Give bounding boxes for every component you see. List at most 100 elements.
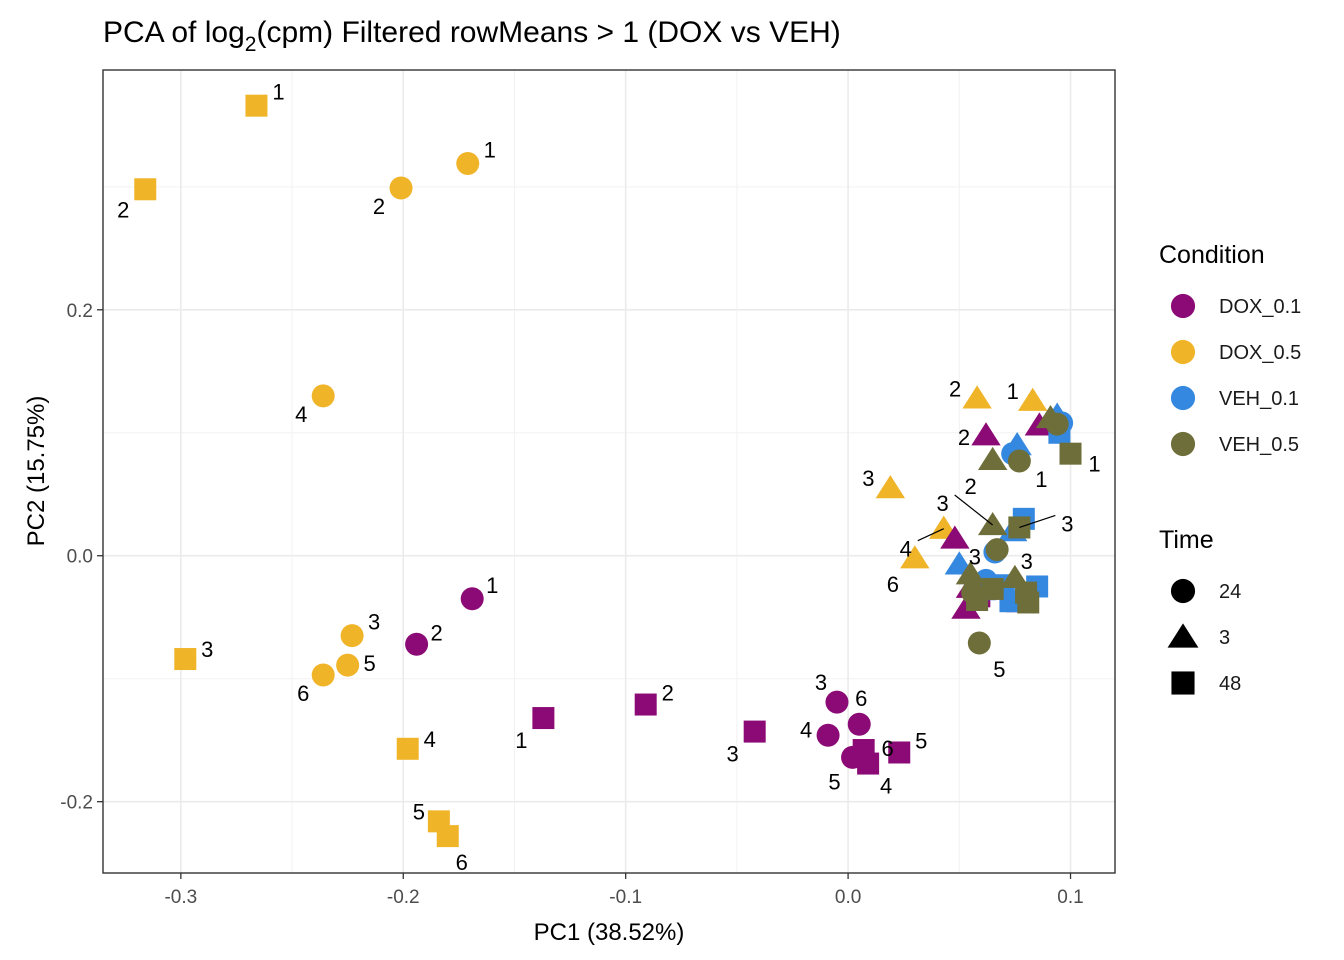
point-label: 4 (295, 402, 307, 427)
data-point (405, 632, 429, 656)
grid-minor (103, 70, 1115, 873)
point-label: 1 (1035, 467, 1047, 492)
point-label: 3 (815, 670, 827, 695)
point-label: 2 (117, 197, 129, 222)
chart-title: PCA of log2(cpm) Filtered rowMeans > 1 (… (103, 16, 841, 56)
legend-time-label: 24 (1219, 581, 1241, 603)
point-label: 1 (272, 80, 284, 105)
x-axis-ticks: -0.3 -0.2 -0.1 0.0 0.1 (164, 873, 1084, 908)
legend-time-label: 3 (1219, 627, 1230, 649)
x-tick-label: -0.3 (164, 887, 197, 908)
point-label: 3 (727, 742, 739, 767)
grid-major (103, 70, 1115, 873)
point-label: 3 (368, 610, 380, 635)
point-label: 6 (887, 572, 899, 597)
y-axis-ticks: -0.2 0.0 0.2 (60, 301, 103, 814)
x-tick-label: 0.0 (835, 887, 861, 908)
data-point (1018, 387, 1048, 411)
point-label: 2 (373, 194, 385, 219)
data-point (1017, 591, 1040, 614)
point-label: 2 (430, 620, 442, 645)
panel-background (103, 70, 1115, 873)
point-label: 1 (1088, 452, 1100, 477)
point-label: 2 (662, 681, 674, 706)
panel-border (102, 69, 1116, 874)
point-label: 6 (456, 850, 468, 875)
legend-time-title: Time (1159, 526, 1214, 554)
x-tick-label: -0.2 (387, 887, 420, 908)
data-point (875, 475, 906, 499)
legend-condition-key (1170, 339, 1196, 365)
point-label: 3 (862, 466, 874, 491)
data-point (134, 178, 157, 201)
title-rest: (cpm) Filtered rowMeans > 1 (DOX vs VEH) (256, 16, 840, 49)
data-point (985, 538, 1009, 562)
data-point (962, 385, 992, 409)
data-point (311, 663, 335, 687)
legend-condition-key (1170, 385, 1196, 411)
point-label: 1 (484, 137, 496, 162)
label-leader-line (954, 494, 994, 526)
data-point (436, 825, 459, 848)
legend-condition-label: VEH_0.5 (1219, 434, 1299, 456)
x-tick-label: -0.1 (609, 887, 642, 908)
point-label: 6 (882, 736, 894, 761)
data-point (389, 176, 413, 200)
legend-condition-label: VEH_0.1 (1219, 388, 1299, 410)
y-axis-title: PC2 (15.75%) (23, 396, 50, 547)
data-point (396, 737, 419, 760)
data-point (888, 741, 911, 764)
data-point (336, 653, 360, 677)
legend-time-key (1170, 578, 1196, 604)
legend-times: 24 3 48 (1167, 578, 1241, 695)
point-label: 5 (828, 769, 840, 794)
legend-time-label: 48 (1219, 673, 1241, 695)
point-label: 2 (958, 425, 970, 450)
data-point (951, 595, 981, 619)
data-point (340, 624, 364, 648)
label-leader-line (917, 528, 944, 542)
title-subscript: 2 (245, 33, 257, 56)
data-point (955, 561, 986, 585)
y-tick-label: 0.2 (67, 301, 93, 322)
point-label: 3 (1021, 549, 1033, 574)
data-point (825, 690, 849, 714)
data-point (311, 384, 335, 408)
data-point (1045, 412, 1069, 436)
data-point (1059, 442, 1082, 465)
data-point (971, 422, 1001, 446)
point-label: 4 (900, 537, 912, 562)
legend-condition-key (1170, 431, 1196, 457)
data-point (174, 648, 197, 671)
legend-time-key (1167, 623, 1199, 648)
data-point (816, 723, 840, 747)
point-label: 6 (297, 681, 309, 706)
point-label: 2 (949, 376, 961, 401)
data-point (966, 589, 989, 612)
data-point (245, 94, 268, 117)
data-point (977, 446, 1008, 470)
label-leader-line (1019, 514, 1056, 529)
point-label: 5 (364, 651, 376, 676)
point-label: 3 (969, 545, 981, 570)
x-axis-title: PC1 (38.52%) (534, 919, 685, 946)
point-label: 5 (413, 799, 425, 824)
data-point (532, 707, 555, 730)
legend-condition-label: DOX_0.5 (1219, 342, 1301, 364)
point-label: 1 (515, 728, 527, 753)
point-label: 3 (1061, 511, 1073, 536)
legend-conditions: DOX_0.1 DOX_0.5 VEH_0.1 VEH_0.5 (1170, 293, 1301, 457)
data-point (634, 693, 657, 716)
data-point (743, 720, 766, 743)
point-label: 1 (1007, 379, 1019, 404)
data-point (967, 631, 991, 655)
point-label: 3 (937, 491, 949, 516)
legend-condition-label: DOX_0.1 (1219, 296, 1301, 318)
y-tick-label: 0.0 (67, 547, 93, 568)
title-main: PCA of log (103, 16, 245, 49)
legend-condition-key (1170, 293, 1196, 319)
legend: Condition DOX_0.1 DOX_0.5 VEH_0.1 VEH_0.5 T… (1159, 241, 1301, 695)
